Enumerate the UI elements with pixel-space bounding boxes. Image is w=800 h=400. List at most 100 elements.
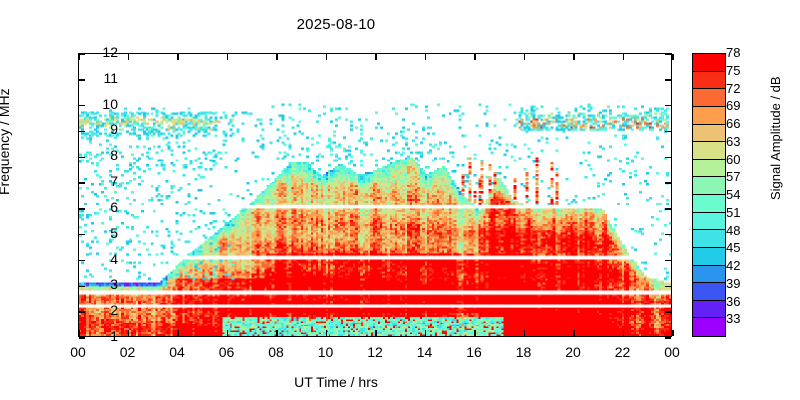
colorbar-band: [693, 54, 725, 72]
y-tick: [665, 285, 671, 288]
colorbar-title: Signal Amplitude / dB: [768, 76, 783, 200]
x-tick-label: 06: [218, 344, 235, 360]
x-tick-label: 20: [565, 344, 581, 360]
colorbar-band: [693, 71, 725, 90]
x-tick: [177, 330, 179, 336]
x-tick-label: 18: [515, 344, 532, 360]
x-tick: [672, 330, 674, 336]
y-tick: [665, 259, 671, 262]
colorbar-band: [693, 283, 725, 301]
x-axis-title: UT Time / hrs: [294, 374, 378, 390]
colorbar-tick-label: 60: [726, 151, 741, 167]
colorbar-tick-label: 39: [726, 275, 741, 291]
colorbar-tick-label: 36: [726, 293, 741, 309]
x-tick: [474, 54, 476, 60]
colorbar-band: [693, 265, 725, 284]
colorbar-tick-label: 75: [726, 62, 741, 78]
colorbar-band: [693, 124, 725, 143]
y-tick-label: 5: [110, 224, 118, 241]
x-tick: [325, 330, 328, 336]
x-tick: [622, 330, 625, 336]
colorbar-tick-label: 57: [726, 169, 741, 185]
spectrogram-heatmap: [79, 54, 671, 336]
y-tick-label: 9: [110, 121, 118, 138]
x-tick: [325, 54, 328, 60]
colorbar-tick-label: 72: [726, 80, 741, 96]
heatmap-canvas-wrapper: [79, 54, 671, 336]
y-tick-label: 11: [103, 69, 118, 86]
x-tick: [375, 54, 377, 60]
y-tick: [79, 182, 85, 184]
y-tick: [79, 79, 85, 81]
y-tick: [665, 182, 671, 184]
x-tick: [424, 330, 427, 336]
x-tick: [78, 54, 80, 60]
x-tick: [375, 330, 377, 336]
x-tick: [523, 54, 526, 60]
colorbar-band: [693, 318, 725, 336]
y-tick-label: 4: [110, 250, 118, 267]
colorbar-tick-label: 78: [726, 45, 741, 60]
x-tick-label: 22: [614, 344, 631, 360]
x-tick: [127, 54, 130, 60]
y-tick: [665, 156, 671, 159]
x-tick-label: 14: [416, 344, 433, 360]
colorbar-tick-label: 66: [726, 116, 741, 131]
colorbar-tick-label: 54: [726, 187, 741, 202]
colorbar-band: [693, 159, 725, 178]
y-tick-label: 3: [110, 276, 118, 293]
y-tick-label: 6: [110, 198, 118, 215]
x-tick: [622, 54, 625, 60]
y-tick: [79, 285, 85, 288]
colorbar-tick-label: 48: [726, 222, 741, 238]
x-tick: [276, 54, 278, 60]
colorbar-band: [693, 230, 725, 248]
colorbar-band: [693, 300, 725, 319]
y-tick: [665, 53, 671, 55]
y-tick: [665, 130, 671, 133]
x-tick: [78, 330, 80, 336]
y-tick: [665, 337, 671, 339]
x-tick: [226, 54, 229, 60]
colorbar-band: [693, 195, 725, 213]
y-tick: [79, 104, 85, 107]
x-tick: [424, 54, 427, 60]
x-tick-label: 02: [119, 344, 136, 360]
x-tick: [276, 330, 278, 336]
colorbar: [692, 53, 726, 337]
y-tick: [79, 311, 85, 313]
x-tick: [523, 330, 526, 336]
colorbar-tick-label: 63: [726, 133, 741, 149]
y-tick: [79, 156, 85, 159]
x-tick: [672, 54, 674, 60]
colorbar-band: [693, 247, 725, 266]
x-tick: [474, 330, 476, 336]
x-tick-label: 04: [169, 344, 185, 360]
x-tick: [573, 330, 575, 336]
y-tick-label: 8: [110, 147, 118, 164]
x-tick: [127, 330, 130, 336]
colorbar-tick-label: 33: [726, 311, 741, 327]
x-tick-label: 10: [317, 344, 334, 360]
x-tick-label: 00: [70, 344, 86, 360]
x-tick: [573, 54, 575, 60]
y-axis-title: Frequency / MHz: [0, 88, 12, 195]
y-tick: [79, 130, 85, 133]
colorbar-band: [693, 142, 725, 160]
y-tick-label: 12: [102, 44, 118, 60]
y-tick: [665, 104, 671, 107]
colorbar-tick-label: 42: [726, 258, 741, 273]
x-tick: [177, 54, 179, 60]
y-tick: [79, 233, 85, 236]
x-tick-label: 16: [466, 344, 482, 360]
colorbar-band: [693, 177, 725, 195]
x-tick-label: 12: [367, 344, 383, 360]
plot-area: [78, 53, 674, 339]
colorbar-band: [693, 212, 725, 231]
y-tick-label: 7: [110, 173, 118, 190]
y-tick: [665, 208, 671, 210]
x-tick-label: 08: [268, 344, 284, 360]
chart-title: 2025-08-10: [296, 16, 376, 33]
x-tick-label: 00: [664, 344, 680, 360]
